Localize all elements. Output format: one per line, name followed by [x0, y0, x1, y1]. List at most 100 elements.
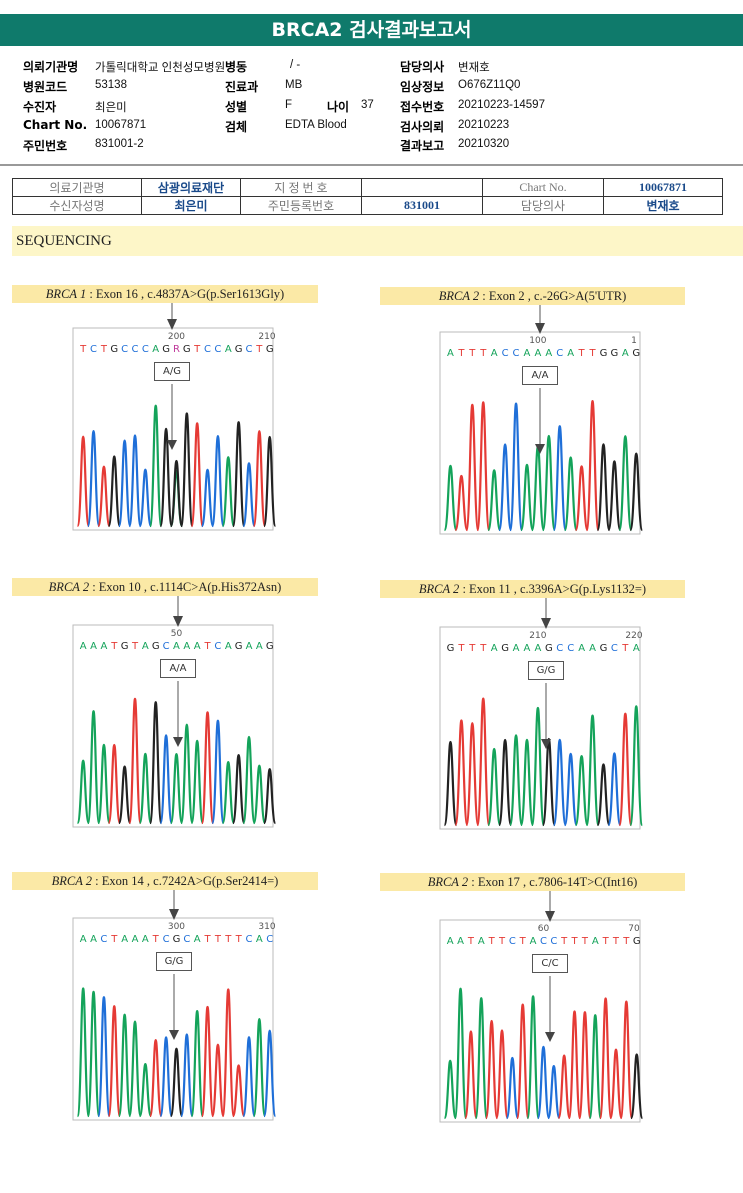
- info-value: EDTA Blood: [285, 119, 347, 131]
- base-call: A: [183, 641, 190, 652]
- base-call: T: [79, 344, 87, 355]
- base-call: T: [224, 934, 232, 945]
- base-call: C: [550, 936, 557, 947]
- trace-peak: [541, 434, 556, 532]
- arrow-head-icon: [167, 440, 177, 450]
- trace-peak: [200, 711, 215, 825]
- base-call: G: [266, 641, 274, 652]
- position-tick: 210: [529, 631, 546, 641]
- base-call: A: [491, 643, 498, 654]
- base-call: G: [633, 936, 641, 947]
- base-call: T: [570, 936, 578, 947]
- base-call: C: [567, 643, 574, 654]
- trace-peak: [495, 1029, 509, 1120]
- info-label: 의뢰기관명: [23, 60, 79, 74]
- trace-peak: [200, 1005, 215, 1118]
- base-call: T: [602, 936, 610, 947]
- info-label: 접수번호: [400, 100, 445, 114]
- trace-peak: [221, 761, 236, 825]
- gene-name: BRCA 2: [427, 875, 469, 889]
- base-call: T: [235, 934, 243, 945]
- base-call: G: [235, 344, 243, 355]
- base-call: A: [589, 643, 596, 654]
- base-call: G: [110, 344, 118, 355]
- trace-peak: [76, 759, 90, 825]
- trace-peak: [148, 1039, 163, 1118]
- trace-peak: [76, 435, 90, 528]
- base-call: T: [203, 934, 211, 945]
- base-call: T: [457, 348, 465, 359]
- variant-label: BRCA 2 : Exon 14 , c.7242A>G(p.Ser2414=): [12, 872, 318, 890]
- position-tick: 210: [258, 332, 275, 342]
- base-call: T: [214, 934, 222, 945]
- trace-peak: [574, 465, 589, 532]
- trace-peak: [262, 768, 277, 825]
- trace-peak: [190, 1010, 204, 1118]
- cell: Chart No.: [482, 178, 604, 197]
- base-call: A: [457, 936, 464, 947]
- base-call: G: [173, 934, 181, 945]
- arrow-head-icon: [173, 737, 183, 747]
- base-call: C: [266, 934, 273, 945]
- base-call: A: [80, 641, 87, 652]
- base-call: T: [193, 344, 201, 355]
- cell: 수신자성명: [12, 196, 142, 215]
- trace-peak: [159, 1036, 173, 1118]
- trace-peak: [464, 1030, 478, 1120]
- info-label: 나이: [327, 100, 350, 114]
- base-call: G: [152, 641, 160, 652]
- trace-peak: [598, 997, 613, 1120]
- base-call: A: [90, 934, 97, 945]
- cell: 주민등록번호: [240, 196, 362, 215]
- base-call: C: [556, 643, 563, 654]
- info-value: MB: [285, 79, 303, 91]
- base-call: C: [132, 344, 139, 355]
- base-call: T: [581, 936, 589, 947]
- trace-peak: [453, 987, 468, 1120]
- base-call: C: [100, 934, 107, 945]
- base-call: A: [567, 348, 574, 359]
- position-tick: 60: [538, 924, 550, 934]
- trace-peak: [262, 1029, 277, 1118]
- info-label: Chart No.: [23, 118, 88, 132]
- trace-peak: [618, 712, 633, 827]
- cell: 변재호: [603, 196, 723, 215]
- base-call: A: [478, 936, 485, 947]
- arrow-head-icon: [169, 1030, 179, 1040]
- info-value: F: [285, 99, 293, 111]
- trace-peak: [536, 1045, 551, 1120]
- info-label: 성별: [225, 100, 248, 114]
- trace-peak: [252, 430, 267, 528]
- base-call: C: [163, 641, 170, 652]
- base-call: T: [612, 936, 620, 947]
- base-call: A: [246, 641, 253, 652]
- base-call: A: [152, 344, 159, 355]
- gene-name: BRCA 2: [48, 580, 90, 594]
- base-call: C: [121, 344, 128, 355]
- genotype-label: G/G: [528, 661, 564, 680]
- info-value: 변재호: [458, 62, 490, 74]
- section-heading: SEQUENCING: [12, 226, 743, 256]
- info-value: 53138: [95, 79, 127, 91]
- trace-peak: [629, 1053, 644, 1120]
- trace-peak: [552, 738, 567, 827]
- base-call: A: [256, 641, 263, 652]
- genotype-label: A/A: [160, 659, 196, 678]
- trace-peak: [596, 763, 611, 827]
- position-tick: 1: [631, 336, 637, 346]
- base-call: A: [534, 643, 541, 654]
- recipient-table: 의료기관명 삼광의료재단 지 정 번 호 Chart No. 10067871 …: [12, 178, 723, 215]
- trace-peak: [190, 422, 204, 528]
- base-call: A: [622, 348, 629, 359]
- info-value: / -: [290, 59, 301, 71]
- info-value: O676Z11Q0: [458, 79, 521, 91]
- trace-peak: [107, 1005, 122, 1118]
- base-call: R: [173, 344, 180, 355]
- trace-peak: [578, 1011, 592, 1120]
- trace-peak: [211, 719, 225, 825]
- trace-peak: [487, 469, 502, 532]
- gene-name: BRCA 2: [438, 289, 480, 303]
- trace-peak: [252, 764, 267, 825]
